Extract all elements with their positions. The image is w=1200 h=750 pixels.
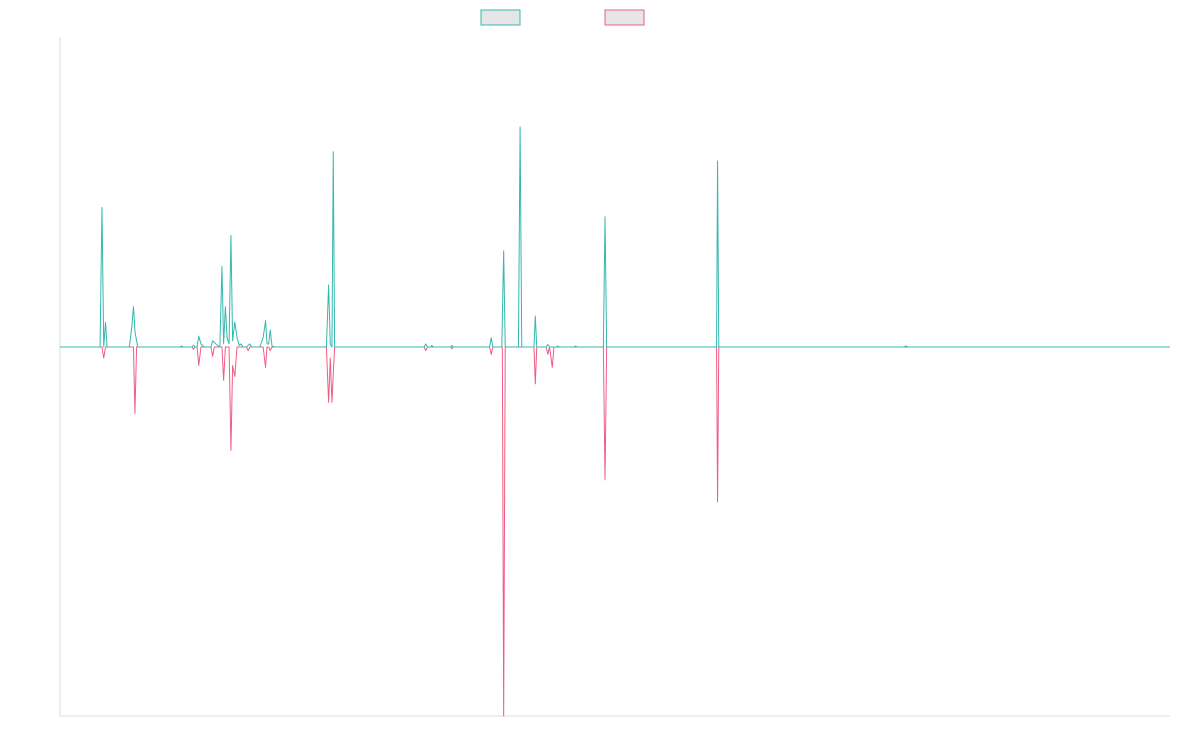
series-line-b: [60, 346, 1170, 717]
plot-area: [60, 126, 1170, 717]
legend-swatch-b: [604, 9, 645, 26]
legend-swatch-a: [480, 9, 521, 26]
axes: [59, 37, 1170, 717]
series-line-a: [60, 126, 1170, 348]
legend: [480, 9, 645, 26]
